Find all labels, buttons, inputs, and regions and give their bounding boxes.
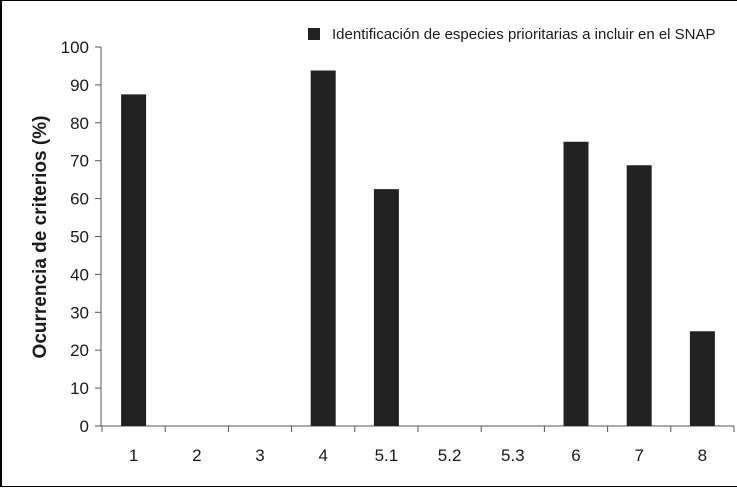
x-tick-label: 7 [634,446,643,465]
bar [626,165,652,427]
y-tick-label: 80 [70,114,89,133]
y-axis-label: Ocurrencia de criterios (%) [30,116,51,359]
y-tick-label: 90 [70,76,89,95]
bar [689,331,715,426]
x-tick-label: 5.2 [438,446,462,465]
bar [563,141,589,426]
y-tick-label: 50 [70,228,89,247]
x-ticks: 1 2 3 4 5.1 5.2 5.3 6 7 8 [101,426,735,465]
y-tick-label: 70 [70,152,89,171]
bar [373,189,399,426]
bar [310,70,336,427]
y-tick-label: 10 [70,379,89,398]
x-tick-label: 5.3 [501,446,525,465]
bar [121,94,147,426]
legend-label: Identificación de especies prioritarias … [332,26,716,43]
y-tick-label: 60 [70,190,89,209]
y-tick-label: 20 [70,341,89,360]
legend: Identificación de especies prioritarias … [308,26,716,43]
y-tick-label: 100 [61,38,89,57]
bars [121,70,715,427]
x-tick-label: 8 [698,446,707,465]
x-tick-label: 4 [318,446,327,465]
legend-swatch [308,28,320,40]
x-tick-label: 6 [571,446,580,465]
x-tick-label: 2 [192,446,201,465]
y-tick-label: 30 [70,303,89,322]
y-tick-label: 40 [70,265,89,284]
x-tick-label: 3 [255,446,264,465]
x-tick-label: 1 [129,446,138,465]
y-tick-label: 0 [80,417,89,436]
x-tick-label: 5.1 [375,446,399,465]
y-ticks: 0 10 20 30 40 50 60 70 80 90 100 [61,38,101,436]
